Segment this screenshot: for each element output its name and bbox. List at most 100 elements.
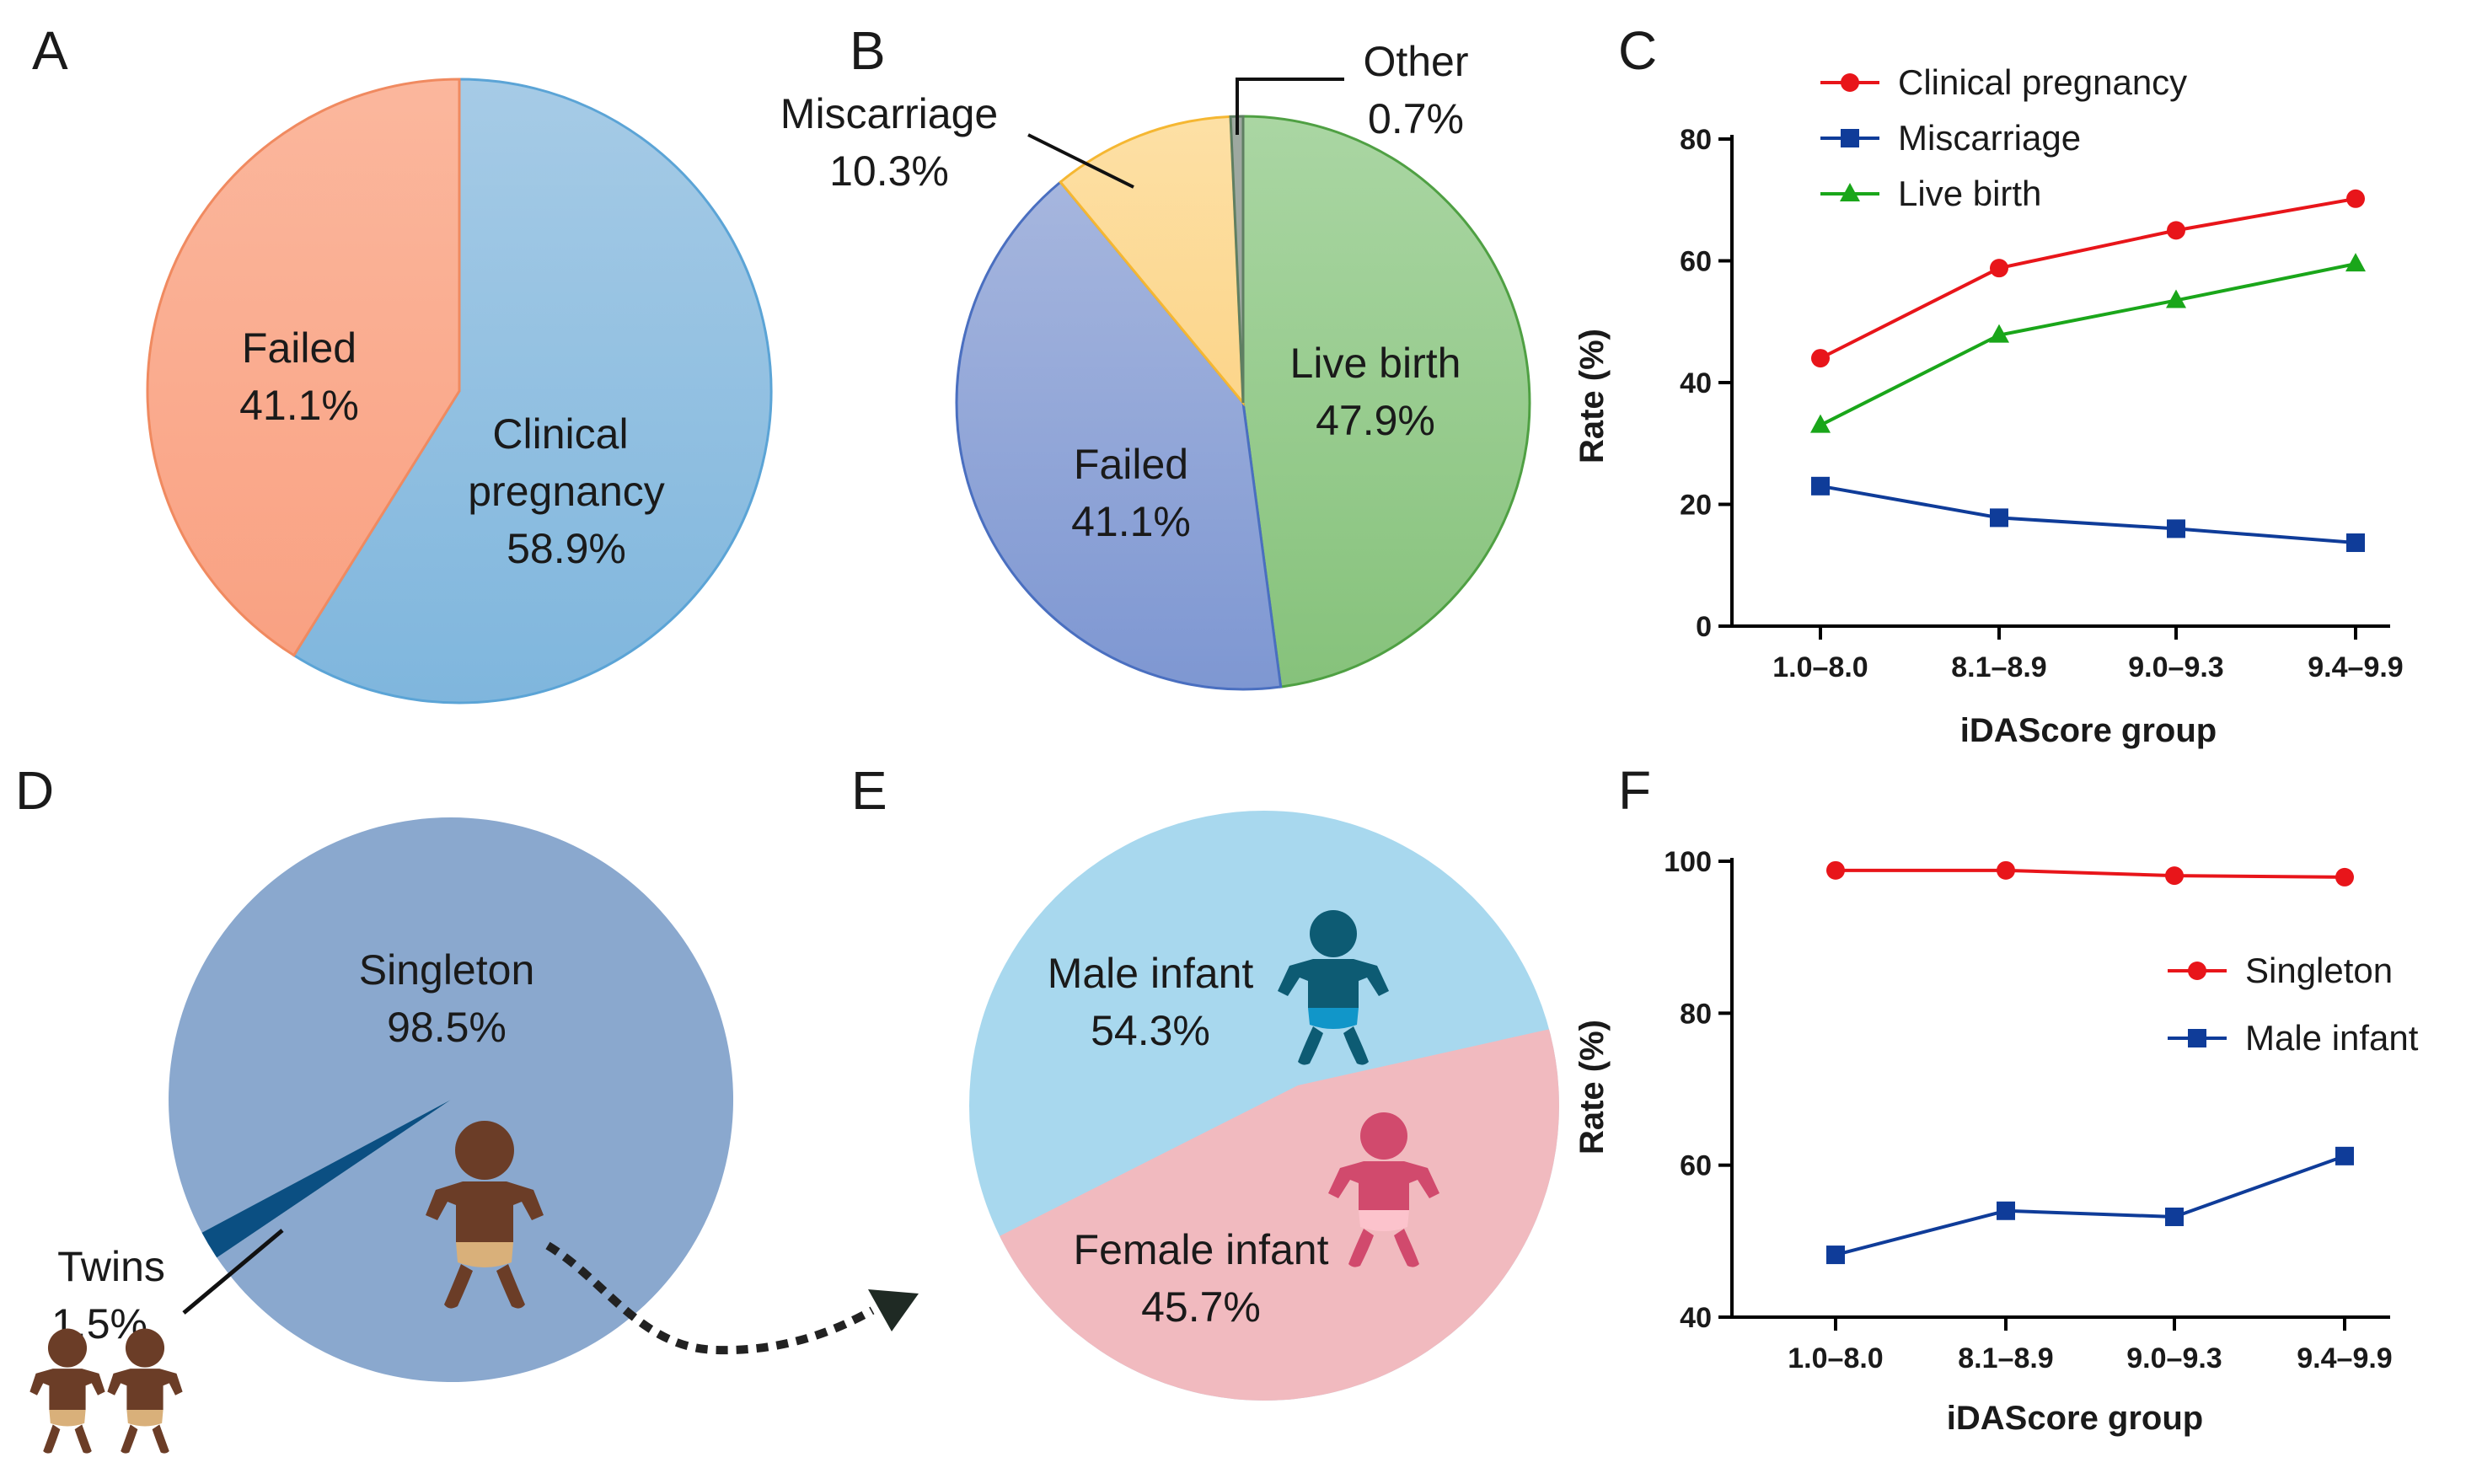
pie-b-miscarriage-leader bbox=[1027, 133, 1134, 189]
data-point-male-infant bbox=[1997, 1201, 2015, 1220]
y-tick-label: 100 bbox=[1664, 846, 1712, 878]
pie-a-slice-clinical-pregnancy bbox=[292, 78, 773, 704]
y-tick-label: 80 bbox=[1680, 124, 1712, 156]
y-tick-label: 60 bbox=[1680, 1150, 1712, 1182]
data-point-live-birth bbox=[1810, 414, 1831, 433]
data-point-miscarriage bbox=[2167, 519, 2185, 538]
pie-b-other-label: Other bbox=[1363, 38, 1468, 85]
baby-boy-icon bbox=[1278, 910, 1389, 1065]
x-tick-label: 9.0–9.3 bbox=[2128, 651, 2223, 683]
panel-label-e: E bbox=[851, 760, 887, 821]
data-point-live-birth bbox=[1989, 324, 2009, 343]
panel-label-f: F bbox=[1618, 760, 1651, 821]
pie-d bbox=[169, 817, 734, 1383]
chart-f-x-label: iDAScore group bbox=[1947, 1400, 2203, 1437]
pie-b-failed-value: 41.1% bbox=[1071, 498, 1191, 545]
y-tick-label: 20 bbox=[1680, 490, 1712, 522]
panel-label-d: D bbox=[15, 760, 54, 821]
pie-d-slice-twins bbox=[201, 1100, 452, 1258]
pie-e bbox=[969, 811, 1559, 1401]
line-chart-c: Rate (%) iDAScore group 0 20 40 60 80 1.0–8.0… bbox=[1573, 62, 2404, 749]
y-tick-label: 80 bbox=[1680, 998, 1712, 1030]
pie-d-slice-singleton bbox=[169, 817, 734, 1383]
data-point-miscarriage bbox=[1990, 508, 2008, 528]
pie-b-failed-label: Failed bbox=[1074, 441, 1188, 488]
pie-a-failed-label: Failed bbox=[242, 324, 356, 372]
line-chart-f: Rate (%) iDAScore group 40 60 80 100 1.0–8.0… bbox=[1573, 846, 2419, 1437]
pie-b-lb-label: Live birth bbox=[1290, 340, 1461, 387]
legend-label-live-birth: Live birth bbox=[1898, 174, 2041, 213]
data-point-miscarriage bbox=[1811, 476, 1830, 496]
twin-babies-icon bbox=[29, 1328, 183, 1454]
pie-d-twins-label: Twins bbox=[57, 1243, 165, 1290]
pie-e-male-label: Male infant bbox=[1048, 950, 1254, 997]
pie-e-female-value: 45.7% bbox=[1141, 1283, 1261, 1331]
legend-label-male-infant: Male infant bbox=[2245, 1018, 2419, 1058]
series-line-clinical-pregnancy bbox=[1820, 196, 2356, 360]
data-point-male-infant bbox=[1826, 1246, 1845, 1265]
legend-marker-singleton bbox=[2188, 962, 2206, 980]
data-point-clinical-pregnancy bbox=[2167, 221, 2185, 240]
x-tick-label: 8.1–8.9 bbox=[1951, 651, 2046, 683]
legend-marker-live-birth bbox=[1840, 183, 1860, 201]
baby-icon bbox=[426, 1121, 544, 1309]
series-line-singleton bbox=[1836, 868, 2345, 879]
data-point-live-birth bbox=[2345, 253, 2366, 272]
legend-marker-male-infant bbox=[2188, 1029, 2206, 1047]
data-point-singleton bbox=[2335, 867, 2354, 887]
panel-label-c: C bbox=[1618, 20, 1657, 81]
legend-marker-clinical-pregnancy bbox=[1841, 73, 1859, 92]
pie-a-failed-value: 41.1% bbox=[239, 382, 359, 429]
pie-b-slice-miscarriage bbox=[1059, 115, 1245, 407]
pie-b-mis-value: 10.3% bbox=[829, 147, 949, 195]
legend-marker-miscarriage bbox=[1841, 129, 1859, 147]
pie-e-male-value: 54.3% bbox=[1091, 1007, 1210, 1054]
pie-b-slice-live-birth bbox=[1241, 115, 1531, 688]
series-line-male-infant bbox=[1835, 1154, 2345, 1256]
chart-c-y-label: Rate (%) bbox=[1573, 329, 1611, 463]
pie-b-lb-value: 47.9% bbox=[1316, 397, 1435, 444]
pie-d-twins-leader bbox=[182, 1229, 284, 1315]
data-point-clinical-pregnancy bbox=[2346, 189, 2365, 208]
y-tick-label: 40 bbox=[1680, 1302, 1712, 1334]
y-tick-label: 0 bbox=[1696, 611, 1712, 643]
chart-f-y-label: Rate (%) bbox=[1573, 1020, 1611, 1155]
pie-e-female-label: Female infant bbox=[1074, 1226, 1329, 1273]
y-tick-label: 40 bbox=[1680, 367, 1712, 399]
pie-a bbox=[146, 78, 773, 704]
x-tick-label: 9.4–9.9 bbox=[2297, 1342, 2392, 1374]
data-point-singleton bbox=[1826, 860, 1845, 880]
data-point-miscarriage bbox=[2346, 533, 2365, 553]
data-point-singleton bbox=[2165, 866, 2184, 886]
pie-d-singleton-label: Singleton bbox=[359, 946, 535, 994]
data-point-male-infant bbox=[2335, 1146, 2354, 1165]
pie-b-other-value: 0.7% bbox=[1368, 95, 1464, 142]
pie-a-cp-value: 58.9% bbox=[507, 525, 626, 572]
chart-c-x-label: iDAScore group bbox=[1960, 712, 2217, 749]
x-tick-label: 1.0–8.0 bbox=[1788, 1342, 1883, 1374]
series-line-miscarriage bbox=[1820, 484, 2356, 545]
data-point-singleton bbox=[1997, 860, 2015, 880]
pie-b-other-leader bbox=[1236, 78, 1344, 135]
pie-b bbox=[955, 115, 1531, 691]
data-point-live-birth bbox=[2166, 289, 2186, 308]
data-point-clinical-pregnancy bbox=[1990, 259, 2008, 278]
x-tick-label: 9.4–9.9 bbox=[2308, 651, 2403, 683]
y-tick-label: 60 bbox=[1680, 246, 1712, 278]
pie-a-slice-failed bbox=[146, 78, 461, 657]
data-point-male-infant bbox=[2165, 1207, 2184, 1226]
legend-label-clinical-pregnancy: Clinical pregnancy bbox=[1898, 62, 2187, 102]
x-tick-label: 9.0–9.3 bbox=[2126, 1342, 2222, 1374]
panel-label-b: B bbox=[850, 20, 886, 81]
x-tick-label: 1.0–8.0 bbox=[1772, 651, 1868, 683]
x-tick-label: 8.1–8.9 bbox=[1958, 1342, 2053, 1374]
legend-label-miscarriage: Miscarriage bbox=[1898, 118, 2081, 158]
dotted-arrow-icon bbox=[545, 1241, 919, 1355]
pie-b-slice-failed bbox=[955, 179, 1283, 691]
pie-a-cp-label-2: pregnancy bbox=[468, 468, 665, 515]
series-line-live-birth bbox=[1820, 262, 2356, 427]
pie-e-slice-female-infant bbox=[969, 1021, 1559, 1401]
pie-d-singleton-value: 98.5% bbox=[387, 1004, 507, 1051]
baby-girl-icon bbox=[1328, 1112, 1439, 1267]
